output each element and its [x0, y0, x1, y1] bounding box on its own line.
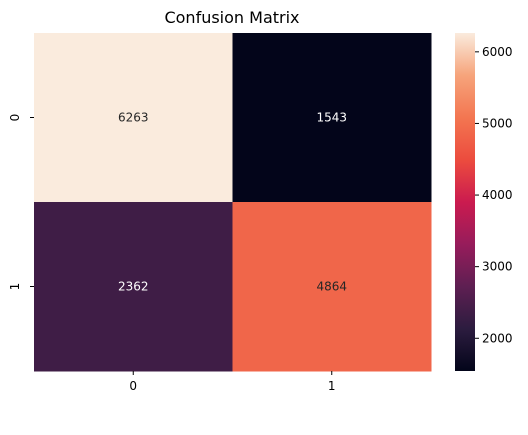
heatmap-cell — [34, 33, 233, 203]
colorbar-tick-label: 4000 — [482, 188, 513, 202]
colorbar-tick-label: 2000 — [482, 331, 513, 345]
heatmap-cell — [34, 202, 233, 372]
colorbar: 2000 3000 4000 5000 6000 — [455, 33, 513, 371]
cell-value-label: 4864 — [316, 280, 347, 294]
chart-title: Confusion Matrix — [164, 8, 299, 27]
cell-value-label: 1543 — [316, 111, 347, 125]
colorbar-ticks: 2000 3000 4000 5000 6000 — [475, 45, 513, 345]
x-tick-label: 0 — [129, 379, 137, 393]
cell-value-label: 6263 — [118, 111, 149, 125]
y-tick-label: 1 — [8, 283, 22, 291]
heatmap-cell — [232, 33, 432, 203]
heatmap-cells: 6263 1543 2362 4864 — [34, 33, 432, 372]
x-tick-label: 1 — [328, 379, 336, 393]
colorbar-tick-label: 6000 — [482, 45, 513, 59]
y-axis: 01 — [8, 114, 34, 291]
colorbar-tick-label: 3000 — [482, 260, 513, 274]
y-tick-label: 0 — [8, 114, 22, 122]
heatmap-cell — [232, 202, 432, 372]
cell-value-label: 2362 — [118, 280, 149, 294]
colorbar-tick-label: 5000 — [482, 116, 513, 130]
colorbar-gradient — [455, 33, 475, 371]
